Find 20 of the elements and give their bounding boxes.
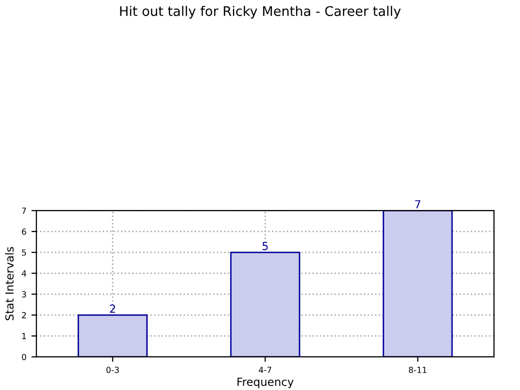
y-tick-label: 7 xyxy=(22,208,26,214)
x-tick-label: 0-3 xyxy=(106,366,119,374)
y-tick-label: 3 xyxy=(22,291,26,298)
data-label: 5 xyxy=(262,242,268,250)
bar xyxy=(230,252,300,357)
x-tick-label: 8-11 xyxy=(408,366,426,374)
y-tick-label: 0 xyxy=(22,354,26,360)
y-tick-label: 2 xyxy=(22,312,26,318)
x-axis-title: Frequency xyxy=(238,378,294,388)
y-axis-title: Stat Intervals xyxy=(5,247,14,320)
x-tick-label: 4-7 xyxy=(258,366,272,373)
y-tick-label: 5 xyxy=(22,249,26,256)
y-tick-label: 4 xyxy=(22,270,26,276)
data-label: 2 xyxy=(110,304,116,313)
bar xyxy=(382,210,453,357)
data-label: 7 xyxy=(415,200,420,208)
bar xyxy=(78,314,148,357)
chart-title: Hit out tally for Ricky Mentha - Career tally xyxy=(120,6,401,19)
y-tick-label: 1 xyxy=(22,333,26,340)
y-tick-label: 6 xyxy=(22,228,26,235)
